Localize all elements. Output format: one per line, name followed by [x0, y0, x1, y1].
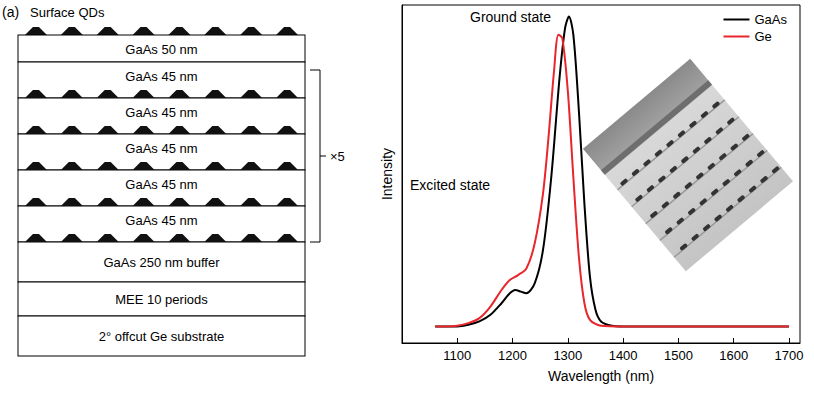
svg-text:×5: ×5 [330, 149, 345, 164]
svg-text:MEE 10 periods: MEE 10 periods [115, 292, 208, 307]
svg-text:Ge: Ge [754, 29, 771, 44]
svg-text:(a): (a) [2, 4, 19, 20]
svg-text:GaAs 45 nm: GaAs 45 nm [125, 141, 197, 156]
svg-text:1500: 1500 [664, 348, 693, 363]
svg-text:1600: 1600 [719, 348, 748, 363]
svg-text:GaAs 50 nm: GaAs 50 nm [125, 42, 197, 57]
svg-text:GaAs 45 nm: GaAs 45 nm [125, 69, 197, 84]
svg-text:GaAs 45 nm: GaAs 45 nm [125, 105, 197, 120]
svg-text:GaAs 45 nm: GaAs 45 nm [125, 177, 197, 192]
svg-text:1300: 1300 [553, 348, 582, 363]
svg-text:GaAs 250 nm buffer: GaAs 250 nm buffer [103, 255, 220, 270]
svg-text:Wavelength (nm): Wavelength (nm) [548, 368, 654, 384]
svg-text:Excited state: Excited state [410, 177, 490, 193]
svg-text:Surface QDs: Surface QDs [30, 5, 105, 20]
svg-text:GaAs: GaAs [754, 12, 787, 27]
svg-text:GaAs 45 nm: GaAs 45 nm [125, 213, 197, 228]
svg-text:1700: 1700 [774, 348, 803, 363]
svg-text:1100: 1100 [443, 348, 471, 363]
svg-text:Intensity: Intensity [379, 148, 395, 200]
svg-text:1200: 1200 [498, 348, 527, 363]
svg-text:2° offcut Ge substrate: 2° offcut Ge substrate [99, 329, 225, 344]
svg-text:Ground state: Ground state [470, 9, 551, 25]
svg-text:1400: 1400 [609, 348, 638, 363]
